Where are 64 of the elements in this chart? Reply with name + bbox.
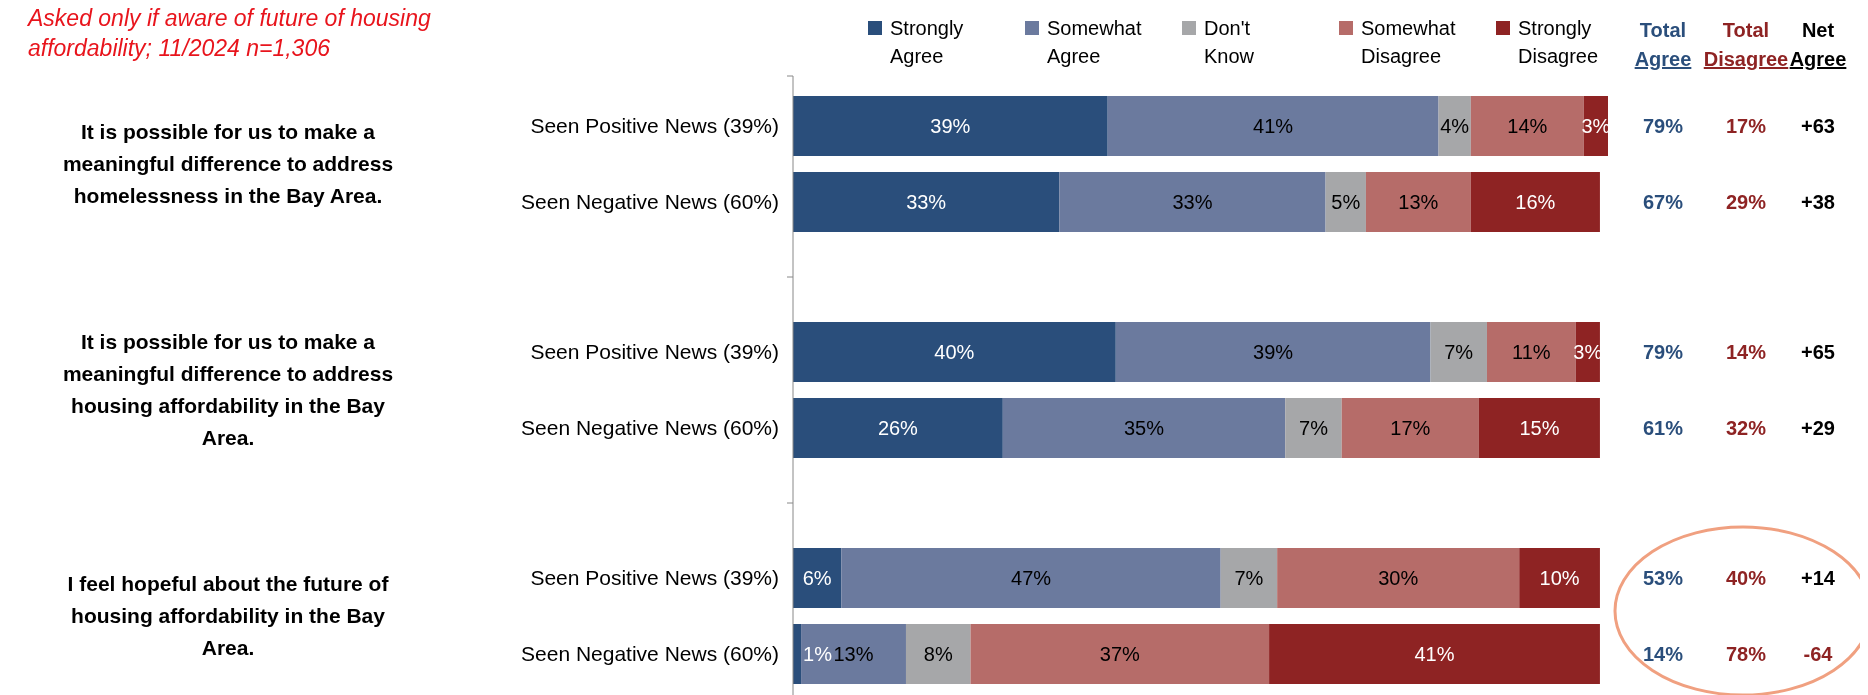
data-label: 8% [923, 643, 953, 665]
data-label: 26% [877, 417, 919, 439]
text: 14% [1725, 341, 1767, 363]
y-tick-label: Seen Positive News (39%) [530, 340, 779, 364]
text: 79% [1642, 115, 1684, 137]
data-label: 39% [930, 115, 971, 137]
text: Total Disagree [1703, 19, 1789, 70]
legend-label: Strongly Disagree [1518, 17, 1599, 67]
text: 53% [1642, 567, 1684, 589]
data-label: 10% [1539, 567, 1580, 589]
data-label: 16% [1515, 191, 1556, 213]
text: Total Agree [1634, 19, 1692, 70]
data-label: 33% [906, 191, 947, 213]
y-tick-label: Seen Positive News (39%) [530, 114, 779, 138]
legend-label: Somewhat Disagree [1361, 17, 1456, 67]
data-label: 41% [1414, 643, 1455, 665]
text: It is possible for us to make a meaningful difference to address homelessness in the Bay Area. [62, 120, 394, 208]
data-label: 7% [1234, 567, 1264, 589]
text: +38 [1801, 191, 1835, 213]
text: 67% [1642, 191, 1684, 213]
text: 14% [1642, 643, 1684, 665]
data-label: 35% [1124, 417, 1165, 439]
data-label: 37% [1099, 643, 1141, 665]
text: 29% [1725, 191, 1767, 213]
text: 32% [1725, 417, 1767, 439]
legend-label: Strongly Agree [890, 17, 964, 67]
text: Asked only if aware of future of housing affordability; 11/2024 n=1,306 [26, 5, 431, 61]
text: Net Agree [1789, 19, 1847, 70]
data-label: 6% [802, 567, 832, 589]
text: It is possible for us to make a meaningful difference to address housing affordability in the Bay Area. [62, 330, 394, 450]
text: 61% [1642, 417, 1684, 439]
data-label: 17% [1390, 417, 1431, 439]
data-label: 7% [1444, 341, 1474, 363]
y-tick-label: Seen Negative News (60%) [521, 416, 779, 440]
data-label: 47% [1011, 567, 1052, 589]
text: 78% [1725, 643, 1767, 665]
y-tick-label: Seen Negative News (60%) [521, 190, 779, 214]
data-label: 14% [1507, 115, 1548, 137]
text: +14 [1801, 567, 1836, 589]
data-label: 39% [1253, 341, 1294, 363]
data-label: 13% [833, 643, 874, 665]
y-tick-label: Seen Positive News (39%) [530, 566, 779, 590]
data-label: 40% [934, 341, 975, 363]
data-label: 13% [1398, 191, 1439, 213]
text: 17% [1725, 115, 1767, 137]
text: -64 [1803, 643, 1834, 665]
legend-label: Don't Know [1204, 17, 1255, 67]
text: 40% [1725, 567, 1767, 589]
text: +65 [1801, 341, 1835, 363]
data-label: 15% [1519, 417, 1560, 439]
data-label: 11% [1512, 341, 1551, 363]
text: +63 [1801, 115, 1835, 137]
data-label: 30% [1378, 567, 1419, 589]
data-label: 7% [1299, 417, 1329, 439]
text: 79% [1642, 341, 1684, 363]
y-tick-label: Seen Negative News (60%) [521, 642, 779, 666]
data-label: 5% [1331, 191, 1361, 213]
data-label: 41% [1253, 115, 1294, 137]
data-label: 1% [803, 643, 833, 665]
text: I feel hopeful about the future of housing affordability in the Bay Area. [67, 572, 390, 660]
data-label: 33% [1172, 191, 1213, 213]
data-label: 4% [1440, 115, 1470, 137]
legend-label: Somewhat Agree [1047, 17, 1142, 67]
text: +29 [1801, 417, 1835, 439]
